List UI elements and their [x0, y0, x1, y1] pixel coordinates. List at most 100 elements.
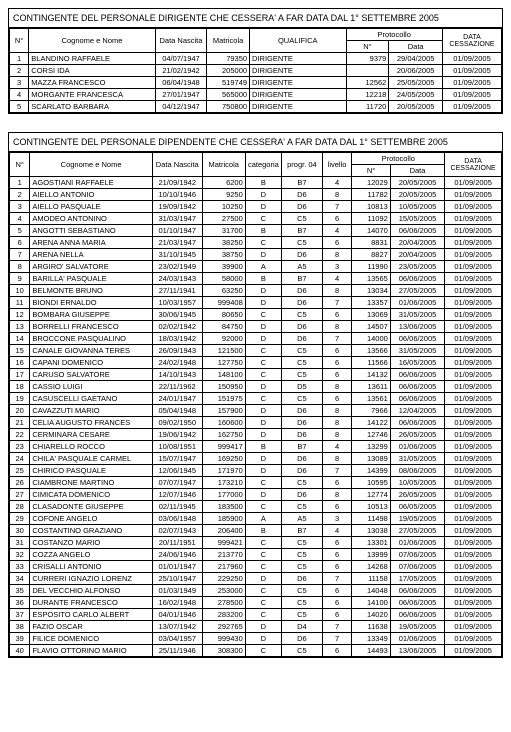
- th-nome: Cognome e Nome: [29, 29, 155, 53]
- table-row: 32COZZA ANGELO24/06/1946213770CC56139990…: [10, 549, 502, 561]
- cell-proto-data: 07/06/2005: [390, 549, 444, 561]
- cell-matricola: 213770: [202, 549, 245, 561]
- cell-nome: BIONDI ERNALDO: [30, 297, 152, 309]
- cell-proto-n: 13561: [352, 393, 391, 405]
- cell-proto-n: 11782: [352, 189, 391, 201]
- cell-proto-n: 14132: [352, 369, 391, 381]
- cell-nome: COFONE ANGELO: [30, 513, 152, 525]
- cell-livello: 6: [322, 393, 351, 405]
- cell-categoria: D: [245, 633, 281, 645]
- cell-livello: 8: [322, 405, 351, 417]
- cell-categoria: C: [245, 597, 281, 609]
- cell-cess: 01/09/2005: [445, 573, 502, 585]
- th-n: N°: [10, 29, 29, 53]
- cell-livello: 8: [322, 321, 351, 333]
- cell-qualifica: DIRIGENTE: [250, 101, 346, 113]
- cell-matricola: 39900: [202, 261, 245, 273]
- table-row: 34CURRERI IGNAZIO LORENZ25/10/1947229250…: [10, 573, 502, 585]
- cell-matricola: 9250: [202, 189, 245, 201]
- table-row: 5ANGOTTI SEBASTIANO01/10/194731700BB7414…: [10, 225, 502, 237]
- cell-progr: D6: [282, 405, 323, 417]
- table-row: 11BIONDI ERNALDO10/03/1957999408DD671335…: [10, 297, 502, 309]
- cell-cess: 01/09/2005: [445, 213, 502, 225]
- th2-n: N°: [10, 153, 30, 177]
- cell-nome: CHIARELLO ROCCO: [30, 441, 152, 453]
- cell-cess: 01/09/2005: [445, 453, 502, 465]
- cell-categoria: D: [245, 381, 281, 393]
- cell-n: 40: [10, 645, 30, 657]
- cell-progr: C5: [282, 561, 323, 573]
- cell-n: 7: [10, 249, 30, 261]
- cell-progr: D6: [282, 201, 323, 213]
- cell-proto-n: 13301: [352, 537, 391, 549]
- table-row: 22CERMINARA CESARE19/06/1942162750DD6812…: [10, 429, 502, 441]
- cell-n: 13: [10, 321, 30, 333]
- cell-nascita: 02/02/1942: [152, 321, 202, 333]
- cell-proto-data: 01/06/2005: [390, 441, 444, 453]
- cell-nome: CAPANI DOMENICO: [30, 357, 152, 369]
- cell-progr: A5: [282, 513, 323, 525]
- cell-categoria: C: [245, 549, 281, 561]
- cell-cess: 01/09/2005: [445, 321, 502, 333]
- cell-categoria: B: [245, 273, 281, 285]
- cell-proto-n: 10813: [352, 201, 391, 213]
- cell-livello: 4: [322, 225, 351, 237]
- cell-proto-data: 13/06/2005: [390, 645, 444, 657]
- cell-nome: MAZZA FRANCESCO: [29, 77, 155, 89]
- cell-nascita: 02/07/1943: [152, 525, 202, 537]
- cell-livello: 6: [322, 645, 351, 657]
- cell-nome: MORGANTE FRANCESCA: [29, 89, 155, 101]
- cell-proto-n: 8827: [352, 249, 391, 261]
- table-row: 14BROCCONE PASQUALINO18/03/194292000DD67…: [10, 333, 502, 345]
- cell-categoria: B: [245, 441, 281, 453]
- cell-nascita: 04/12/1947: [155, 101, 206, 113]
- cell-nascita: 19/06/1942: [152, 429, 202, 441]
- th-matricola: Matricola: [207, 29, 250, 53]
- cell-nascita: 31/10/1945: [152, 249, 202, 261]
- cell-qualifica: DIRIGENTE: [250, 65, 346, 77]
- cell-n: 22: [10, 429, 30, 441]
- cell-n: 39: [10, 633, 30, 645]
- cell-matricola: 205000: [207, 65, 250, 77]
- cell-proto-data: 15/05/2005: [390, 213, 444, 225]
- cell-proto-data: 13/06/2005: [390, 321, 444, 333]
- cell-proto-data: 31/05/2005: [390, 453, 444, 465]
- cell-nome: CARUSO SALVATORE: [30, 369, 152, 381]
- cell-proto-data: 12/04/2005: [390, 405, 444, 417]
- cell-livello: 8: [322, 489, 351, 501]
- cell-nome: ARGIRO' SALVATORE: [30, 261, 152, 273]
- cell-proto-data: 01/06/2005: [390, 633, 444, 645]
- cell-progr: C5: [282, 501, 323, 513]
- cell-categoria: C: [245, 537, 281, 549]
- cell-matricola: 999417: [202, 441, 245, 453]
- cell-n: 14: [10, 333, 30, 345]
- cell-nome: ANGOTTI SEBASTIANO: [30, 225, 152, 237]
- cell-proto-n: 10513: [352, 501, 391, 513]
- cell-nome: COZZA ANGELO: [30, 549, 152, 561]
- cell-n: 34: [10, 573, 30, 585]
- cell-categoria: D: [245, 573, 281, 585]
- cell-nascita: 01/03/1949: [152, 585, 202, 597]
- cell-categoria: C: [245, 501, 281, 513]
- cell-proto-data: 01/06/2005: [390, 297, 444, 309]
- cell-cess: 01/09/2005: [445, 405, 502, 417]
- cell-categoria: D: [245, 429, 281, 441]
- cell-matricola: 183500: [202, 501, 245, 513]
- cell-nome: ARENA ANNA MARIA: [30, 237, 152, 249]
- cell-categoria: C: [245, 369, 281, 381]
- cell-nome: CERMINARA CESARE: [30, 429, 152, 441]
- cell-nome: FAZIO OSCAR: [30, 621, 152, 633]
- cell-nascita: 02/11/1945: [152, 501, 202, 513]
- cell-progr: D5: [282, 381, 323, 393]
- cell-progr: C5: [282, 477, 323, 489]
- cell-n: 12: [10, 309, 30, 321]
- cell-n: 35: [10, 585, 30, 597]
- cell-nascita: 24/02/1948: [152, 357, 202, 369]
- cell-proto-data: 06/06/2005: [390, 417, 444, 429]
- cell-progr: D6: [282, 333, 323, 345]
- cell-livello: 7: [322, 201, 351, 213]
- cell-categoria: D: [245, 405, 281, 417]
- cell-nascita: 19/09/1942: [152, 201, 202, 213]
- cell-proto-n: 14268: [352, 561, 391, 573]
- cell-cess: 01/09/2005: [445, 597, 502, 609]
